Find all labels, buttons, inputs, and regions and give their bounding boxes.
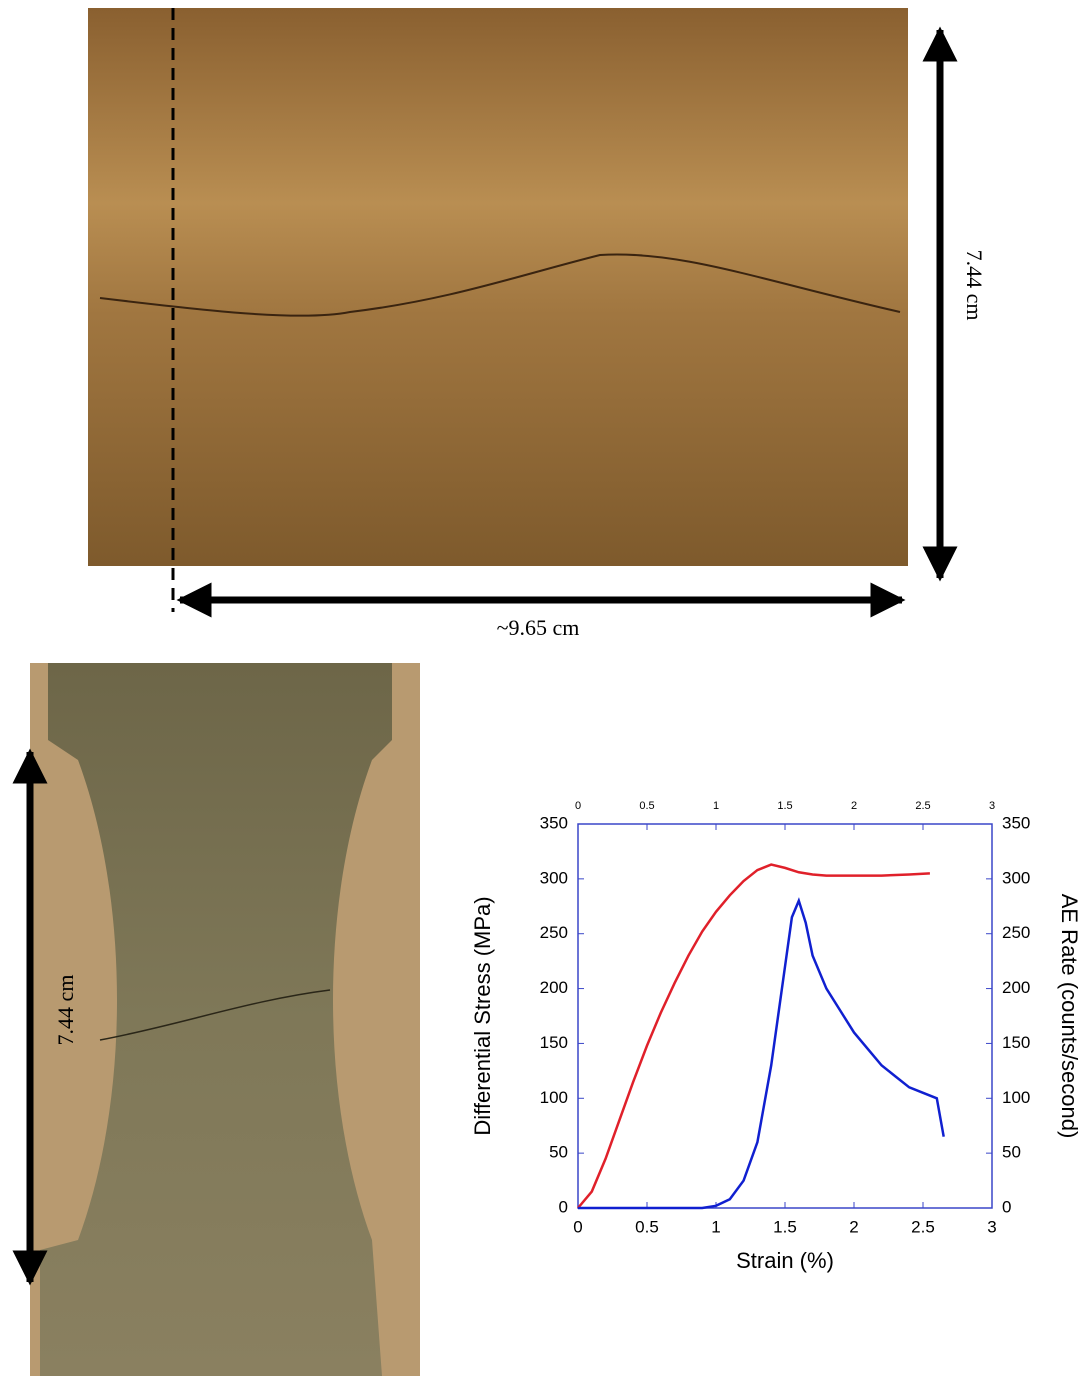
x-tick-label: 3 bbox=[987, 1217, 996, 1236]
width-label: ~9.65 cm bbox=[497, 615, 580, 640]
y2-tick-label: 50 bbox=[1002, 1143, 1021, 1162]
y-tick-label: 0 bbox=[559, 1197, 568, 1216]
x-top-tick-label: 1 bbox=[713, 800, 719, 812]
x-tick-label: 2.5 bbox=[911, 1217, 935, 1236]
y-tick-label: 100 bbox=[540, 1088, 568, 1107]
chart: 000.50.5111.51.5222.52.53305010015020025… bbox=[470, 800, 1082, 1273]
y-tick-label: 300 bbox=[540, 868, 568, 887]
x-top-tick-label: 0.5 bbox=[639, 800, 654, 812]
x-axis-label: Strain (%) bbox=[736, 1248, 834, 1273]
crack bbox=[99, 253, 901, 317]
plot-frame bbox=[577, 823, 993, 1209]
y2-tick-label: 100 bbox=[1002, 1088, 1030, 1107]
y2-tick-label: 150 bbox=[1002, 1033, 1030, 1052]
x-top-tick-label: 2 bbox=[851, 800, 857, 812]
y2-tick-label: 200 bbox=[1002, 978, 1030, 997]
x-tick-label: 1 bbox=[711, 1217, 720, 1236]
y2-axis-label: AE Rate (counts/second) bbox=[1057, 894, 1082, 1139]
x-tick-label: 0 bbox=[573, 1217, 582, 1236]
series-line bbox=[578, 897, 945, 1210]
specimen-crack bbox=[99, 989, 331, 1041]
y-tick-label: 50 bbox=[549, 1143, 568, 1162]
specimen bbox=[40, 663, 392, 1376]
y2-tick-label: 0 bbox=[1002, 1197, 1011, 1216]
y2-tick-label: 300 bbox=[1002, 868, 1030, 887]
series-line bbox=[577, 863, 930, 1209]
y-tick-label: 250 bbox=[540, 923, 568, 942]
x-top-tick-label: 3 bbox=[989, 800, 995, 812]
x-top-tick-label: 2.5 bbox=[915, 800, 930, 812]
y-axis-label: Differential Stress (MPa) bbox=[470, 896, 495, 1135]
specimen-label: 7.44 cm bbox=[53, 975, 78, 1046]
y-tick-label: 150 bbox=[540, 1033, 568, 1052]
height-label: 7.44 cm bbox=[962, 250, 987, 321]
x-tick-label: 0.5 bbox=[635, 1217, 659, 1236]
y-tick-label: 200 bbox=[540, 978, 568, 997]
x-tick-label: 1.5 bbox=[773, 1217, 797, 1236]
top-photo bbox=[88, 8, 908, 566]
y-tick-label: 350 bbox=[540, 813, 568, 832]
x-tick-label: 2 bbox=[849, 1217, 858, 1236]
y2-tick-label: 250 bbox=[1002, 923, 1030, 942]
y2-tick-label: 350 bbox=[1002, 813, 1030, 832]
x-top-tick-label: 1.5 bbox=[777, 800, 792, 812]
x-top-tick-label: 0 bbox=[575, 800, 581, 812]
